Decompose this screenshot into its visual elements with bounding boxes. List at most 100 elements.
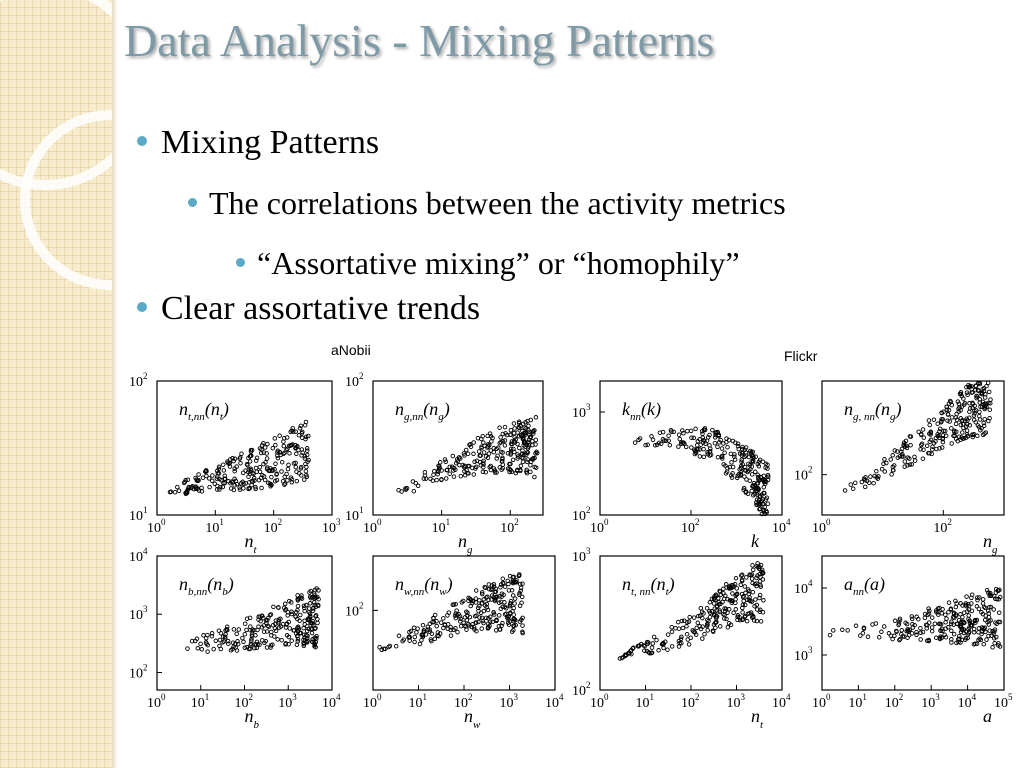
data-point <box>246 474 251 479</box>
data-point <box>760 610 766 615</box>
panel-function-label: nw,nn(nw) <box>395 574 453 598</box>
data-point <box>967 618 972 624</box>
data-point <box>447 464 453 470</box>
data-point <box>302 456 308 461</box>
data-point <box>994 621 999 627</box>
label-arg: n <box>213 574 222 594</box>
data-point <box>451 474 457 479</box>
data-point <box>235 641 241 647</box>
tick-base: 10 <box>363 521 377 536</box>
xlabel-subscript: t <box>254 544 258 556</box>
data-point <box>221 468 227 473</box>
data-point <box>498 585 503 590</box>
tick-base: 10 <box>264 521 278 536</box>
data-point <box>435 471 440 477</box>
data-point <box>953 604 959 610</box>
x-tick-label: 101 <box>191 692 210 711</box>
data-point <box>984 637 989 642</box>
data-point <box>666 433 671 438</box>
data-point <box>934 610 939 615</box>
data-point <box>195 478 201 484</box>
tick-base: 10 <box>681 696 695 711</box>
data-point <box>273 442 278 448</box>
data-point <box>910 625 916 630</box>
data-point <box>471 451 476 457</box>
data-point <box>267 481 273 486</box>
data-point <box>747 611 752 616</box>
data-point <box>966 603 972 609</box>
x-axis-label: nt <box>245 531 258 556</box>
label-subscript: b,nn <box>188 586 208 598</box>
data-point <box>279 459 285 465</box>
data-point <box>242 621 248 626</box>
data-point <box>765 472 771 478</box>
data-point <box>393 643 399 649</box>
data-point <box>458 616 463 622</box>
data-point <box>273 628 279 634</box>
data-point <box>181 480 187 486</box>
data-point <box>730 471 735 476</box>
data-point <box>881 624 887 629</box>
data-point <box>274 471 279 476</box>
data-point <box>218 484 223 490</box>
data-point <box>949 426 954 431</box>
data-point <box>445 622 451 627</box>
tick-exponent: 2 <box>695 517 700 527</box>
label-arg: k <box>647 399 656 419</box>
data-point <box>509 439 515 444</box>
data-point <box>238 481 244 486</box>
data-point <box>525 457 530 462</box>
data-point <box>500 620 505 626</box>
data-point <box>312 641 317 646</box>
data-point <box>249 638 254 644</box>
data-point <box>261 629 267 634</box>
data-point <box>758 574 763 580</box>
data-point <box>974 604 980 609</box>
data-point <box>649 434 654 439</box>
data-point <box>970 400 975 406</box>
data-point <box>465 451 471 456</box>
data-point <box>707 608 712 614</box>
data-point <box>733 600 738 606</box>
tick-base: 10 <box>812 696 826 711</box>
tick-exponent: 0 <box>377 692 382 702</box>
data-point <box>965 418 970 423</box>
data-point <box>284 447 289 453</box>
tick-exponent: 4 <box>559 692 564 702</box>
data-point <box>933 435 939 441</box>
data-point <box>742 447 748 452</box>
data-point <box>476 619 481 625</box>
panel-function-label: nt, nn(nt) <box>622 574 675 598</box>
data-point <box>217 637 223 643</box>
data-point <box>645 442 650 447</box>
data-point <box>954 640 959 646</box>
data-point <box>760 577 766 582</box>
data-point <box>929 615 935 620</box>
tick-base: 10 <box>772 696 786 711</box>
data-point <box>901 454 906 459</box>
data-point <box>526 439 531 445</box>
data-point <box>761 473 767 479</box>
data-point <box>963 635 969 641</box>
data-point <box>744 575 749 580</box>
data-point <box>933 635 939 640</box>
data-point <box>288 475 294 480</box>
label-paren: ( <box>864 574 871 595</box>
data-point <box>739 577 745 583</box>
data-point <box>237 487 243 492</box>
data-point <box>748 467 753 472</box>
data-point <box>253 486 258 492</box>
tick-base: 10 <box>921 696 935 711</box>
data-point <box>717 608 722 613</box>
data-point <box>518 467 523 473</box>
data-point <box>520 432 526 438</box>
data-point <box>964 384 969 390</box>
data-point <box>198 641 203 647</box>
data-point <box>707 432 712 438</box>
data-point <box>272 436 278 441</box>
data-point <box>985 608 991 614</box>
data-point <box>918 637 923 642</box>
data-point <box>871 480 876 486</box>
data-point <box>750 589 756 595</box>
